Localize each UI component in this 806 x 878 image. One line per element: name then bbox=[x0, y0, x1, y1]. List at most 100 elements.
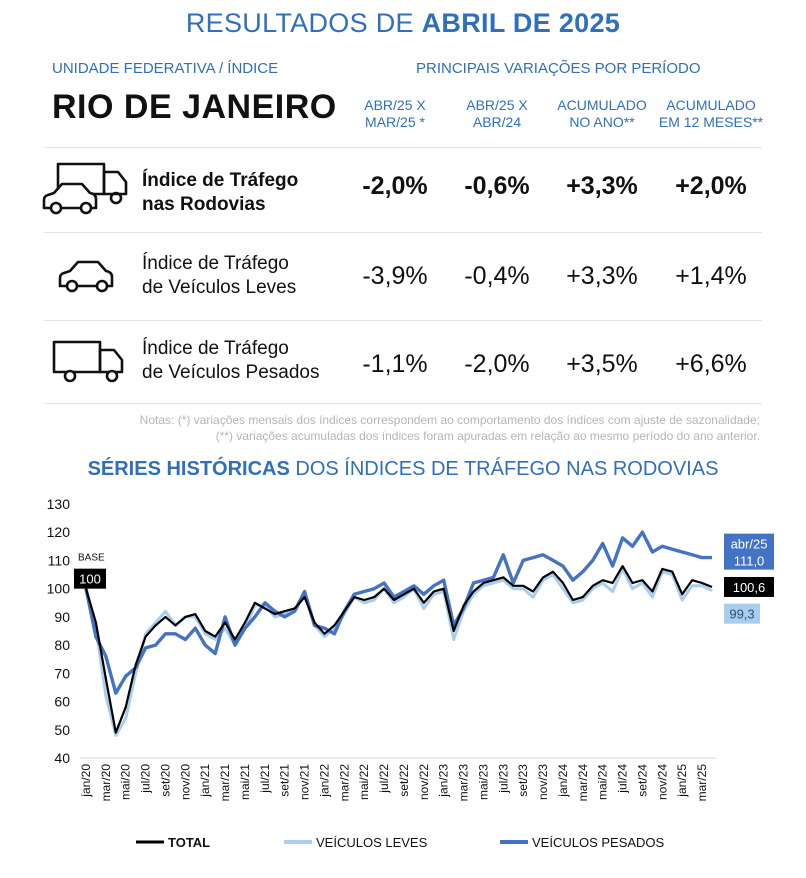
value-rodovias-4: +2,0% bbox=[675, 172, 747, 200]
x-tick-label: jul/23 bbox=[496, 764, 510, 794]
y-tick-label: 130 bbox=[47, 496, 71, 512]
base-label: BASE bbox=[78, 553, 105, 564]
row-label-rodovias: Índice de Tráfego nas Rodovias bbox=[142, 169, 342, 217]
x-tick-label: nov/21 bbox=[298, 764, 312, 800]
chart-title-bold: SÉRIES HISTÓRICAS bbox=[87, 458, 290, 480]
note-line1: Notas: (*) variações mensais dos índices… bbox=[139, 413, 760, 427]
x-tick-label: mar/22 bbox=[337, 764, 351, 802]
value-pesados-3: +3,5% bbox=[566, 350, 638, 378]
x-tick-label: jan/24 bbox=[556, 764, 570, 798]
chart-title: SÉRIES HISTÓRICAS DOS ÍNDICES DE TRÁFEGO… bbox=[0, 458, 806, 481]
title-prefix: RESULTADOS DE bbox=[185, 8, 422, 38]
x-tick-label: mai/21 bbox=[238, 764, 252, 800]
x-tick-label: mar/24 bbox=[576, 764, 590, 802]
value-leves-2: -0,4% bbox=[464, 262, 530, 290]
y-tick-label: 60 bbox=[54, 694, 70, 710]
x-tick-label: jan/23 bbox=[437, 764, 451, 798]
value-rodovias-3: +3,3% bbox=[566, 172, 638, 200]
note-line2: (**) variações acumuladas dos índices fo… bbox=[215, 429, 760, 443]
col-header-1: ABR/25 X MAR/25 * bbox=[340, 97, 450, 131]
x-tick-label: mar/25 bbox=[695, 764, 709, 802]
divider bbox=[44, 147, 762, 148]
x-tick-label: jul/20 bbox=[139, 764, 153, 794]
value-leves-3: +3,3% bbox=[566, 262, 638, 290]
x-tick-label: set/23 bbox=[516, 764, 530, 797]
y-tick-label: 90 bbox=[54, 609, 70, 625]
title-bold: ABRIL DE 2025 bbox=[421, 8, 621, 38]
legend-leves-label: VEÍCULOS LEVES bbox=[316, 835, 428, 850]
divider bbox=[44, 232, 762, 233]
x-axis: jan/20 mar/20 mai/20 jul/20 set/20 nov/20 jan/… bbox=[79, 764, 709, 802]
x-tick-label: mai/22 bbox=[357, 764, 371, 800]
chart-title-rest: DOS ÍNDICES DE TRÁFEGO NAS RODOVIAS bbox=[289, 458, 719, 480]
x-tick-label: mai/23 bbox=[476, 764, 490, 800]
x-tick-label: nov/22 bbox=[417, 764, 431, 800]
legend: TOTAL VEÍCULOS LEVES VEÍCULOS PESADOS bbox=[136, 835, 665, 850]
leves-end-box bbox=[724, 603, 760, 624]
leves-end-value: 99,3 bbox=[729, 607, 754, 622]
y-tick-label: 100 bbox=[47, 581, 71, 597]
pesados-end-period: abr/25 bbox=[731, 537, 768, 552]
row-label-line1: Índice de Tráfego bbox=[142, 170, 299, 191]
y-tick-label: 110 bbox=[48, 552, 71, 568]
col-header-3: ACUMULADO NO ANO** bbox=[547, 97, 657, 131]
value-rodovias-2: -0,6% bbox=[464, 172, 530, 200]
value-leves-4: +1,4% bbox=[675, 262, 747, 290]
page-title: RESULTADOS DE ABRIL DE 2025 bbox=[0, 8, 806, 39]
x-tick-label: jul/24 bbox=[616, 764, 630, 794]
value-leves-1: -3,9% bbox=[362, 262, 428, 290]
col-header-2-line1: ABR/25 X bbox=[466, 97, 528, 113]
label-uf: UNIDADE FEDERATIVA / ÍNDICE bbox=[52, 60, 279, 77]
col-header-1-line2: MAR/25 * bbox=[365, 114, 425, 130]
x-tick-label: mar/21 bbox=[218, 764, 232, 802]
series-total-line bbox=[84, 565, 713, 734]
row-label-line2: de Veículos Pesados bbox=[142, 362, 320, 383]
col-header-2: ABR/25 X ABR/24 bbox=[442, 97, 552, 131]
row-label-line1: Índice de Tráfego bbox=[142, 338, 289, 359]
end-labels: BASE 100 abr/25 111,0 100,6 99,3 bbox=[74, 533, 774, 624]
x-tick-label: set/21 bbox=[278, 764, 292, 797]
row-label-line2: de Veículos Leves bbox=[142, 277, 297, 298]
col-header-4-line1: ACUMULADO bbox=[666, 97, 756, 113]
y-tick-label: 70 bbox=[54, 665, 70, 681]
notes: Notas: (*) variações mensais dos índices… bbox=[20, 412, 760, 444]
legend-pesados-label: VEÍCULOS PESADOS bbox=[532, 835, 665, 850]
x-tick-label: jan/22 bbox=[317, 764, 331, 798]
series-lines bbox=[84, 530, 713, 737]
series-pesados-line bbox=[84, 530, 712, 695]
col-header-3-line2: NO ANO** bbox=[569, 114, 635, 130]
x-tick-label: mar/23 bbox=[457, 764, 471, 802]
row-label-line1: Índice de Tráfego bbox=[142, 253, 289, 274]
y-tick-label: 40 bbox=[54, 750, 70, 766]
y-tick-label: 120 bbox=[47, 524, 71, 540]
total-end-box bbox=[724, 576, 774, 597]
x-tick-label: mai/20 bbox=[119, 764, 133, 800]
divider bbox=[44, 320, 762, 321]
row-label-pesados: Índice de Tráfego de Veículos Pesados bbox=[142, 337, 342, 385]
col-header-1-line1: ABR/25 X bbox=[364, 97, 426, 113]
x-tick-label: jan/21 bbox=[198, 764, 212, 798]
series-leves-line bbox=[84, 567, 713, 737]
divider bbox=[44, 403, 762, 404]
x-tick-label: jul/22 bbox=[377, 764, 391, 794]
x-tick-label: set/22 bbox=[397, 764, 411, 797]
x-tick-label: set/24 bbox=[635, 764, 649, 797]
car-icon bbox=[58, 260, 114, 293]
value-pesados-4: +6,6% bbox=[675, 350, 747, 378]
base-value: 100 bbox=[79, 572, 101, 587]
car-and-truck-icon bbox=[42, 162, 128, 215]
y-tick-label: 80 bbox=[54, 637, 70, 653]
y-axis: 40 50 60 70 80 90 100 110 120 130 bbox=[47, 496, 71, 766]
x-tick-label: nov/24 bbox=[655, 764, 669, 800]
col-header-4-line2: EM 12 MESES** bbox=[658, 114, 764, 130]
state-name: RIO DE JANEIRO bbox=[52, 88, 337, 126]
row-label-line2: nas Rodovias bbox=[142, 194, 266, 215]
x-tick-label: nov/23 bbox=[536, 764, 550, 800]
pesados-end-value: 111,0 bbox=[734, 554, 765, 569]
col-header-3-line1: ACUMULADO bbox=[557, 97, 647, 113]
value-pesados-1: -1,1% bbox=[362, 350, 428, 378]
x-tick-label: mar/20 bbox=[99, 764, 113, 802]
value-rodovias-1: -2,0% bbox=[362, 172, 428, 200]
x-tick-label: jan/25 bbox=[675, 764, 689, 798]
x-tick-label: nov/20 bbox=[178, 764, 192, 800]
